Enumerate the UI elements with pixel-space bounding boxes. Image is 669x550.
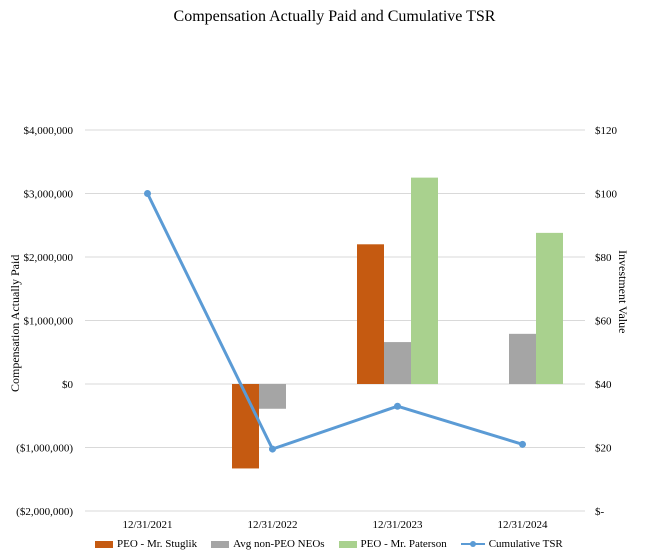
- y-axis-title-left: Compensation Actually Paid: [8, 254, 22, 392]
- legend-item-peo-paterson: PEO - Mr. Paterson: [338, 538, 447, 550]
- tsr-point: [519, 440, 526, 448]
- y-tick-label: $3,000,000: [24, 189, 74, 201]
- chart-title: Compensation Actually Paid and Cumulativ…: [173, 8, 496, 25]
- y-tick-label: $0: [62, 379, 74, 391]
- legend-label: PEO - Mr. Paterson: [360, 538, 447, 550]
- y-tick-label: ($2,000,000): [16, 506, 73, 518]
- y2-tick-label: $40: [595, 379, 612, 391]
- legend-label: Avg non-PEO NEOs: [233, 538, 325, 550]
- y-axis-title-right: Investment Value: [616, 250, 630, 334]
- x-tick-label: 12/31/2022: [247, 519, 297, 531]
- y2-tick-label: $100: [595, 189, 618, 201]
- bar: [232, 384, 259, 469]
- bar: [384, 342, 411, 384]
- bar: [509, 333, 536, 384]
- legend-label: PEO - Mr. Stuglik: [117, 538, 198, 550]
- y-tick-label: $4,000,000: [24, 125, 74, 137]
- y2-tick-label: $120: [595, 125, 618, 137]
- bar: [536, 232, 563, 384]
- bar: [357, 244, 384, 384]
- x-tick-label: 12/31/2023: [372, 519, 423, 531]
- y-tick-label: $1,000,000: [24, 316, 74, 328]
- legend-item-peo-stuglik: PEO - Mr. Stuglik: [95, 538, 197, 550]
- x-tick-label: 12/31/2024: [497, 519, 548, 531]
- y2-tick-label: $-: [595, 506, 605, 518]
- y-tick-label: $2,000,000: [24, 252, 74, 264]
- tsr-point: [269, 445, 276, 453]
- legend-swatch: [338, 540, 357, 548]
- legend-swatch: [95, 540, 113, 548]
- bar: [411, 177, 438, 384]
- tsr-point: [144, 190, 151, 197]
- legend-label: Cumulative TSR: [488, 538, 563, 550]
- legend: PEO - Mr. Stuglik Avg non-PEO NEOs PEO -…: [95, 538, 563, 550]
- bar: [259, 384, 286, 409]
- tsr-point: [394, 402, 401, 410]
- legend-line-swatch: [460, 540, 485, 548]
- y2-tick-label: $20: [595, 443, 612, 455]
- legend-item-avg-neos: Avg non-PEO NEOs: [211, 538, 325, 550]
- y2-tick-label: $60: [595, 316, 612, 328]
- y2-tick-label: $80: [595, 252, 612, 264]
- legend-swatch: [211, 540, 230, 548]
- x-tick-label: 12/31/2021: [122, 519, 172, 531]
- legend-item-cumulative-tsr: Cumulative TSR: [460, 538, 563, 550]
- tsr-line: [146, 192, 523, 451]
- y-tick-label: ($1,000,000): [16, 443, 73, 455]
